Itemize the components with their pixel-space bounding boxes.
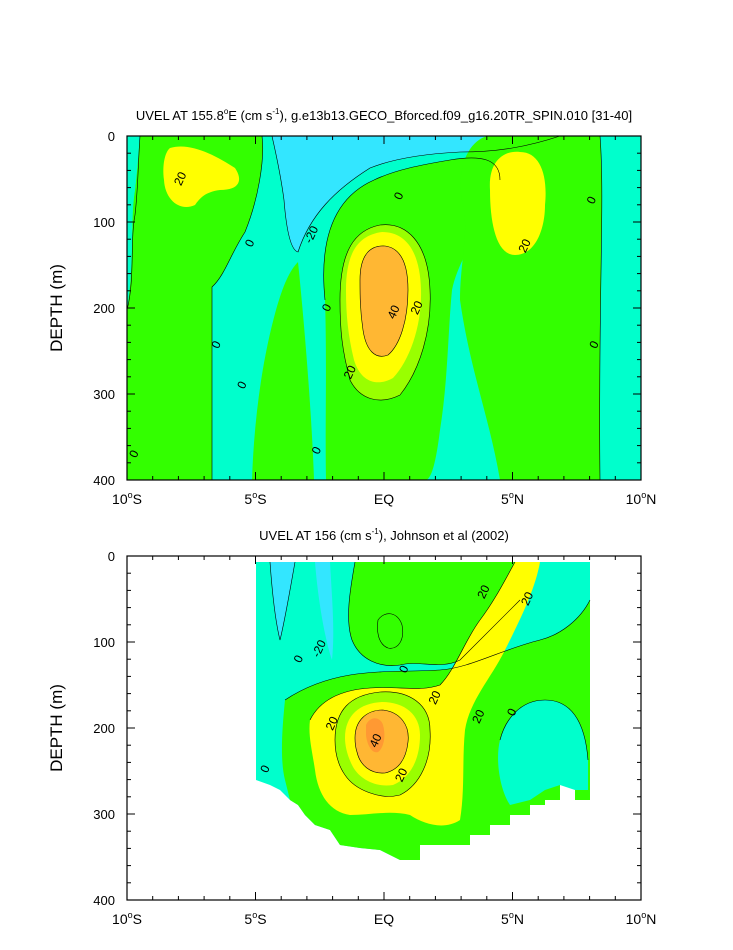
top-ytick-labels: 0 100 200 300 400	[93, 129, 115, 488]
bottom-fill-cyan-e	[498, 700, 588, 805]
contour-label: 20	[515, 236, 533, 254]
top-fill-euc-40	[360, 245, 408, 357]
top-fill-yellow-left	[163, 146, 240, 208]
bottom-fill-cyan-b	[315, 562, 334, 660]
top-panel-title: UVEL AT 155.8oE (cm s-1), g.e13b13.GECO_…	[136, 107, 632, 123]
bottom-ticks	[126, 555, 642, 901]
top-contour-cyan	[271, 136, 561, 253]
y-tick-label: 400	[93, 893, 115, 908]
x-tick-label: 10oN	[626, 910, 657, 927]
bottom-panel: UVEL AT 156 (cm s-1), Johnson et al (200…	[47, 527, 656, 927]
y-tick-label: 400	[93, 473, 115, 488]
bottom-xtick-labels: 10oS 5oS EQ 5oN 10oN	[112, 910, 656, 927]
top-contour-euc-40	[359, 245, 409, 357]
top-contour-left-0	[127, 136, 141, 311]
top-fill-cyan-left-notch	[127, 136, 140, 230]
bottom-contour-core-20	[334, 691, 431, 797]
bottom-contour-cyan-e	[499, 699, 589, 761]
bottom-contour-cyan-a	[269, 561, 296, 641]
y-tick-label: 300	[93, 387, 115, 402]
bottom-ylabel: DEPTH (m)	[47, 684, 66, 772]
top-contour-left-0b	[211, 136, 263, 480]
y-tick-label: 200	[93, 721, 115, 736]
x-tick-label: 5oN	[501, 910, 524, 927]
contour-label: 20	[474, 582, 492, 600]
bottom-contour-cyan-c	[377, 613, 403, 649]
top-xtick-labels: 10oS 5oS EQ 5oN 10oN	[112, 490, 656, 507]
bottom-contour-field	[256, 561, 591, 860]
top-panel: UVEL AT 155.8oE (cm s-1), g.e13b13.GECO_…	[47, 107, 656, 507]
contour-label: 20	[518, 589, 536, 607]
y-tick-label: 200	[93, 301, 115, 316]
contour-label: 40	[384, 303, 402, 321]
contour-label: 20	[392, 766, 410, 784]
top-fill-green-lower	[252, 262, 314, 480]
contour-label: 20	[341, 363, 359, 381]
top-fill-yellow-right	[489, 151, 546, 255]
top-ticks	[126, 135, 642, 481]
top-fill-cyan-neg	[272, 136, 560, 252]
bottom-contour-core-40	[354, 709, 409, 774]
y-tick-label: 100	[93, 635, 115, 650]
bottom-contour-upper-0	[348, 561, 521, 666]
top-contour-right-0	[599, 136, 603, 480]
top-ylabel: DEPTH (m)	[47, 264, 66, 352]
contour-label: 20	[171, 169, 189, 187]
x-tick-label: 5oS	[244, 490, 266, 507]
contour-label: 20	[323, 714, 341, 732]
bottom-fill-core-50	[366, 718, 385, 753]
bottom-ytick-labels: 0 100 200 300 400	[93, 549, 115, 908]
contour-label: 20	[407, 298, 425, 316]
contour-label: 20	[425, 688, 443, 706]
y-tick-label: 300	[93, 807, 115, 822]
bottom-contour-yellow-20	[309, 561, 516, 721]
x-tick-label: 5oS	[244, 910, 266, 927]
y-tick-label: 0	[108, 129, 115, 144]
x-tick-label: 5oN	[501, 490, 524, 507]
contour-label: -20	[301, 223, 321, 245]
x-tick-label: 10oS	[112, 490, 142, 507]
x-tick-label: EQ	[374, 911, 394, 927]
y-tick-label: 0	[108, 549, 115, 564]
contour-label: 40	[366, 731, 384, 749]
top-contour-euc-20	[339, 224, 431, 401]
bottom-panel-title: UVEL AT 156 (cm s-1), Johnson et al (200…	[259, 527, 509, 543]
x-tick-label: EQ	[374, 491, 394, 507]
y-tick-label: 100	[93, 215, 115, 230]
contour-label: 20	[469, 707, 487, 725]
x-tick-label: 10oS	[112, 910, 142, 927]
top-fill-green-left	[127, 136, 263, 480]
x-tick-label: 10oN	[626, 490, 657, 507]
contour-label: -20	[309, 637, 329, 659]
top-contour-field	[127, 136, 641, 480]
top-contour-euc-0	[323, 157, 501, 301]
bottom-contour-mid-0	[284, 599, 591, 701]
